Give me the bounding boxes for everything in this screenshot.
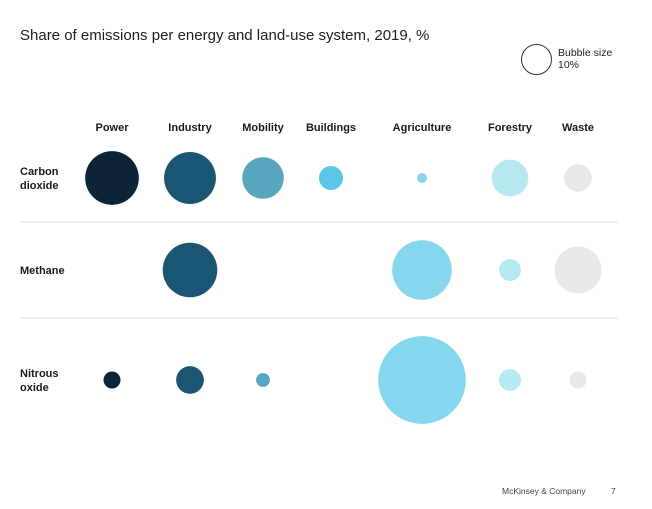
column-header-industry: Industry	[168, 122, 212, 134]
row-label-nitrous-oxide: Nitrous	[20, 368, 59, 380]
bubble-methane-industry	[162, 242, 218, 298]
chart-title: Share of emissions per energy and land-u…	[20, 27, 430, 44]
bubble-methane-waste	[554, 246, 602, 294]
column-header-mobility: Mobility	[242, 122, 284, 134]
column-header-power: Power	[95, 122, 129, 134]
legend-bubble	[521, 44, 552, 75]
row-label-carbon-dioxide: Carbon	[20, 166, 59, 178]
bubble-carbon-dioxide-mobility	[242, 157, 284, 199]
bubble-methane-forestry	[499, 259, 521, 281]
bubble-nitrous-oxide-mobility	[256, 373, 270, 387]
legend-label-line1: Bubble size	[558, 47, 613, 59]
bubble-nitrous-oxide-waste	[569, 371, 587, 389]
bubble-nitrous-oxide-industry	[176, 366, 204, 394]
bubble-carbon-dioxide-agriculture	[417, 173, 427, 183]
column-header-waste: Waste	[562, 122, 594, 134]
page-number: 7	[611, 486, 616, 496]
bubble-nitrous-oxide-agriculture	[378, 336, 466, 424]
bubble-nitrous-oxide-forestry	[499, 369, 521, 391]
column-header-buildings: Buildings	[306, 122, 356, 134]
row-label-nitrous-oxide: oxide	[20, 382, 49, 394]
row-label-methane: Methane	[20, 265, 65, 277]
footer-brand: McKinsey & Company	[502, 486, 586, 496]
bubble-carbon-dioxide-industry	[164, 152, 216, 204]
legend-label-line2: 10%	[558, 59, 580, 71]
bubble-carbon-dioxide-buildings	[318, 165, 344, 191]
row-label-carbon-dioxide: dioxide	[20, 180, 59, 192]
legend-label: Bubble size 10%	[558, 47, 612, 71]
column-header-agriculture: Agriculture	[393, 122, 452, 134]
bubble-carbon-dioxide-waste	[564, 164, 592, 192]
bubble-nitrous-oxide-power	[103, 371, 121, 389]
bubble-carbon-dioxide-power	[85, 151, 139, 205]
column-header-forestry: Forestry	[488, 122, 533, 134]
bubble-methane-agriculture	[392, 240, 452, 300]
bubble-carbon-dioxide-forestry	[491, 159, 529, 197]
